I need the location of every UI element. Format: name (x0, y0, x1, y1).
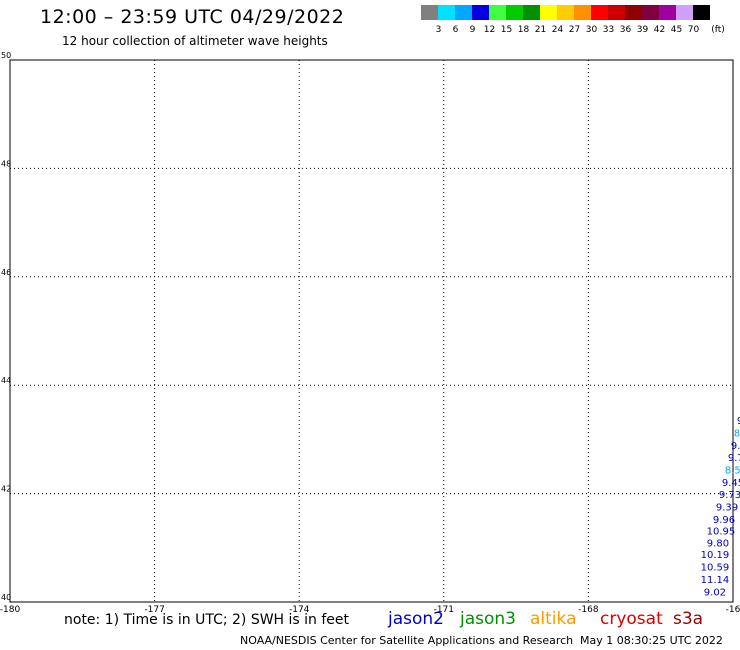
wave-height-label: 10.95 (707, 526, 736, 537)
legend-tick-label: 15 (500, 25, 513, 35)
map-subtitle: 12 hour collection of altimeter wave hei… (62, 34, 328, 48)
legend-swatch (608, 5, 625, 20)
legend-tick-label: 70 (687, 25, 700, 35)
satellite-jason3: jason3 (460, 609, 516, 629)
legend-tick-label: 30 (585, 25, 598, 35)
latitude-tick-label: 48 (1, 159, 11, 168)
legend-swatch (489, 5, 506, 20)
legend-tick-label: 9 (469, 25, 476, 35)
legend-tick-label: 33 (602, 25, 615, 35)
satellite-cryosat: cryosat (600, 609, 663, 629)
satellite-jason2: jason2 (388, 609, 444, 629)
legend-tick-label: 21 (534, 25, 547, 35)
legend-swatch (421, 5, 438, 20)
wave-height-label: 10.59 (701, 563, 730, 574)
legend-tick-label: 24 (551, 25, 564, 35)
footer-note: note: 1) Time is in UTC; 2) SWH is in fe… (64, 612, 350, 628)
legend-swatch (574, 5, 591, 20)
longitude-tick-label: -180 (0, 605, 20, 615)
legend-swatch (659, 5, 676, 20)
legend-swatch (540, 5, 557, 20)
map-frame (9, 59, 734, 603)
legend-swatch (523, 5, 540, 20)
legend-tick-label: 39 (636, 25, 649, 35)
legend-tick-label: 42 (653, 25, 666, 35)
legend-swatch (557, 5, 574, 20)
wave-height-label: 9.96 (713, 515, 735, 526)
legend-unit: (ft) (711, 25, 725, 35)
legend-tick-label: 45 (670, 25, 683, 35)
latitude-tick-label: 46 (1, 268, 11, 277)
legend-swatch (455, 5, 472, 20)
wave-height-label: 9.73 (719, 490, 740, 501)
longitude-tick-label: -16 (726, 605, 740, 615)
wave-height-label: 8.54 (725, 466, 740, 477)
legend-swatch (506, 5, 523, 20)
legend-tick-label: 36 (619, 25, 632, 35)
legend-tick-label: 6 (452, 25, 459, 35)
wave-height-label: 10.19 (701, 550, 730, 561)
latitude-tick-label: 40 (1, 593, 11, 602)
legend-tick-label: 12 (483, 25, 496, 35)
legend-tick-label: 18 (517, 25, 530, 35)
legend-swatch (676, 5, 693, 20)
legend-swatch (625, 5, 642, 20)
wave-height-label: 9.73 (728, 453, 740, 464)
legend-swatch (693, 5, 710, 20)
latitude-tick-label: 42 (1, 485, 11, 494)
legend-swatch (472, 5, 489, 20)
map-title: 12:00 – 23:59 UTC 04/29/2022 (40, 6, 345, 28)
longitude-tick-label: -171 (434, 605, 454, 615)
wave-height-label: 9.71 (737, 416, 740, 427)
credit-line: NOAA/NESDIS Center for Satellite Applica… (240, 634, 574, 647)
legend-tick-label: 3 (435, 25, 442, 35)
latitude-tick-label: 44 (1, 376, 11, 385)
wave-height-label: 9.45 (722, 478, 740, 489)
wave-height-label: 9.02 (704, 587, 726, 598)
wave-height-label: 9.39 (716, 502, 738, 513)
generated-timestamp: May 1 08:30:25 UTC 2022 (580, 634, 723, 647)
wave-height-label: 9.80 (707, 539, 729, 550)
legend-tick-label: 27 (568, 25, 581, 35)
latitude-tick-label: 50 (1, 51, 11, 60)
longitude-tick-label: -177 (144, 605, 164, 615)
longitude-tick-label: -168 (578, 605, 599, 615)
wave-height-label: 11.14 (701, 575, 730, 586)
wave-height-label: 9.58 (731, 441, 740, 452)
satellite-altika: altika (530, 609, 577, 629)
wave-height-label: 8.98 (734, 429, 740, 440)
legend-swatch (591, 5, 608, 20)
longitude-tick-label: -174 (289, 605, 310, 615)
legend-swatch (642, 5, 659, 20)
satellite-s3a: s3a (673, 609, 704, 629)
legend-swatch (438, 5, 455, 20)
